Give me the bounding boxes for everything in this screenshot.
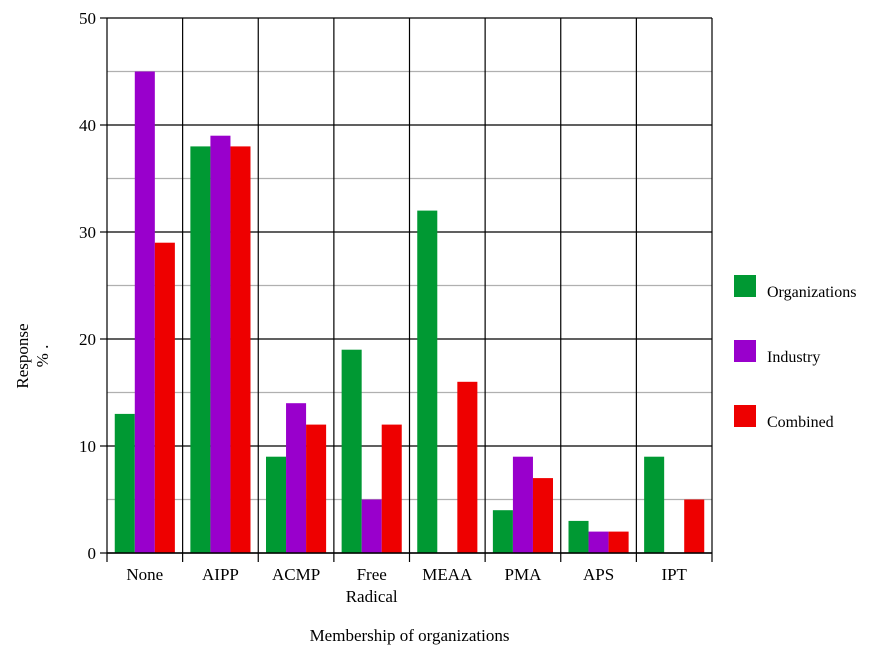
bar [286,403,307,553]
bar [210,135,231,553]
y-tick-label: 40 [79,116,96,135]
bar [361,499,382,553]
bar [341,349,362,553]
x-tick-label: IPT [661,565,687,584]
x-axis-title: Membership of organizations [310,626,510,645]
bar [568,520,589,553]
legend: Organizations Industry Combined [734,275,856,431]
axes-group [100,17,713,562]
x-tick-labels: None AIPP ACMP Free Radical MEAA PMA APS IPT [126,565,687,606]
y-tick-label: 20 [79,330,96,349]
y-tick-label: 10 [79,437,96,456]
legend-swatch [734,340,756,362]
bar [114,413,135,553]
x-tick-label-line: IPT [661,565,687,584]
bar [457,381,478,553]
bar [230,146,251,553]
y-axis-title-line: % . [33,345,52,368]
bar [644,456,665,553]
bar [417,210,438,553]
x-tick-label: None [126,565,163,584]
x-tick-label: PMA [505,565,543,584]
x-tick-label-line: APS [583,565,614,584]
x-tick-label: AIPP [202,565,239,584]
legend-swatch [734,405,756,427]
y-tick-label: 30 [79,223,96,242]
x-tick-label-line: Radical [346,587,398,606]
bar [190,146,211,553]
bar [381,424,402,553]
x-tick-label-line: MEAA [422,565,473,584]
bars-group [114,71,705,553]
bar [684,499,705,553]
x-tick-label-line: ACMP [272,565,320,584]
legend-swatch [734,275,756,297]
x-tick-label-line: Free [357,565,387,584]
x-tick-label-line: AIPP [202,565,239,584]
y-axis-title-line: Response [13,323,32,388]
bar [512,456,533,553]
x-tick-label: ACMP [272,565,320,584]
y-tick-label: 50 [79,9,96,28]
bar [134,71,155,553]
legend-label: Combined [767,414,834,431]
bar [532,478,553,553]
x-tick-label-line: None [126,565,163,584]
legend-label: Organizations [767,284,856,301]
bar [608,531,629,553]
y-tick-labels: 0 10 20 30 40 50 [79,9,96,563]
x-tick-label-line: PMA [505,565,543,584]
bar [154,242,175,553]
legend-label: Industry [767,349,820,366]
y-axis-title: Response% . [13,323,52,388]
x-tick-label: APS [583,565,614,584]
bar [266,456,287,553]
y-tick-label: 0 [88,544,97,563]
bar [306,424,327,553]
bar [588,531,609,553]
bar [492,510,513,553]
x-tick-label: MEAA [422,565,473,584]
x-tick-label: Free Radical [346,565,398,606]
